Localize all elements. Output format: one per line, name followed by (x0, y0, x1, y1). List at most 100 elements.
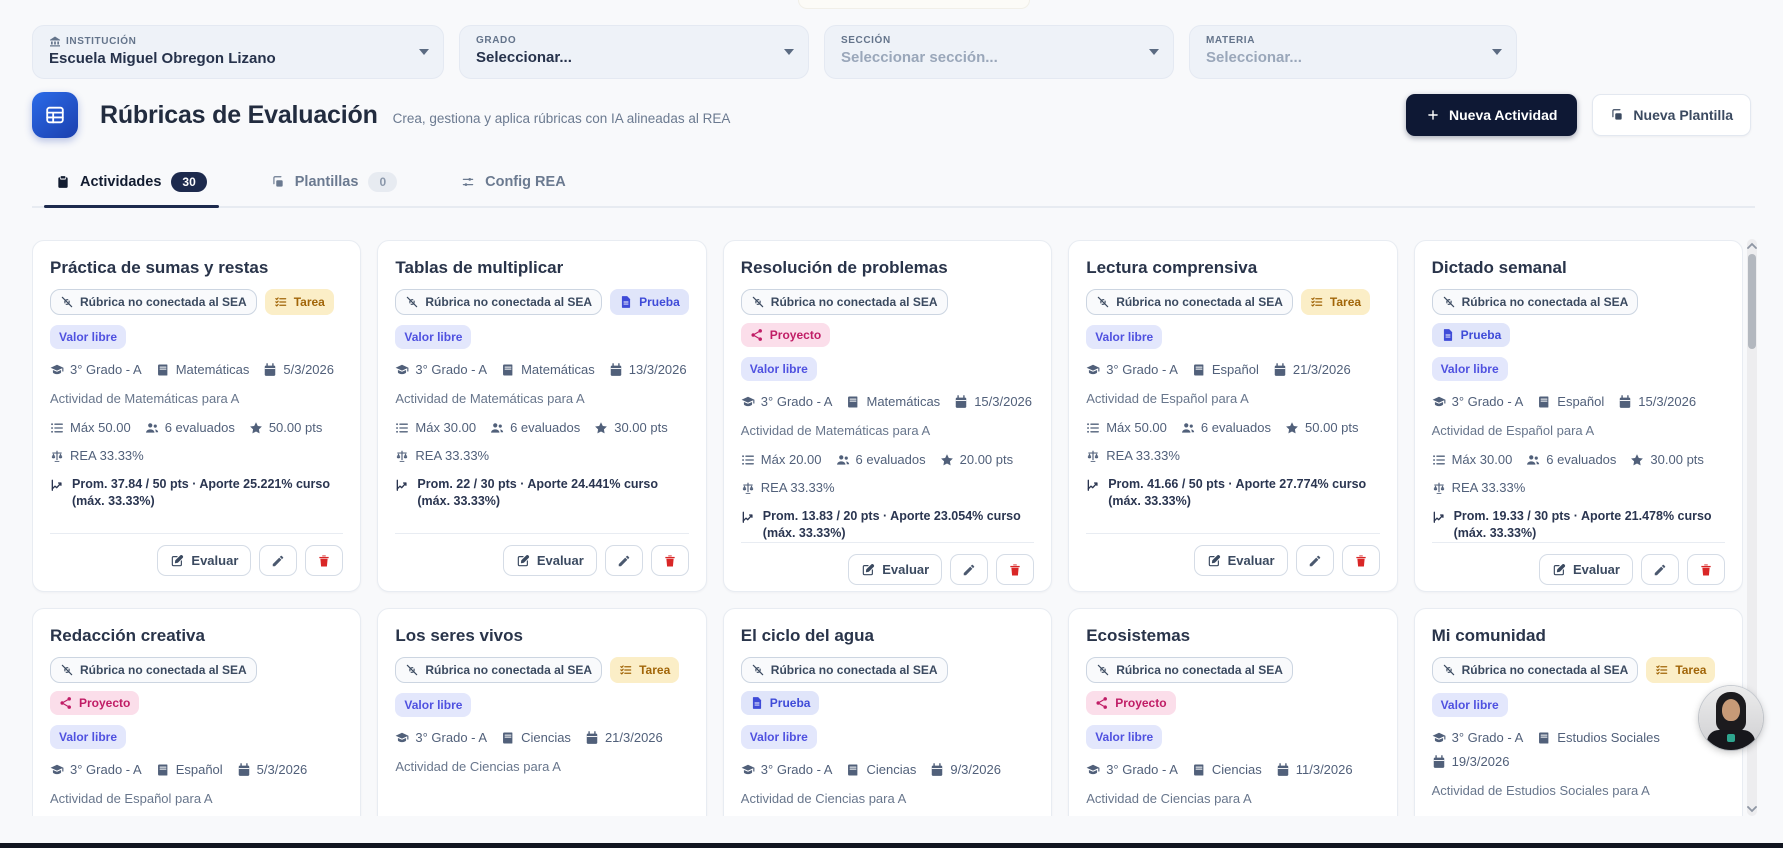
book-icon (157, 363, 168, 376)
list-check-icon (1311, 297, 1323, 307)
delete-button[interactable] (650, 545, 689, 576)
filter-label: SECCIÓN (841, 35, 891, 46)
date-meta: 15/3/2026 (1618, 394, 1696, 409)
subject-select[interactable]: MATERIA Seleccionar... (1189, 25, 1517, 79)
trash-icon (1355, 554, 1366, 567)
delete-button[interactable] (996, 554, 1035, 585)
date-meta: 19/3/2026 (1432, 754, 1509, 769)
link-slash-icon (61, 296, 73, 308)
institution-select[interactable]: INSTITUCIÓN Escuela Miguel Obregon Lizan… (32, 25, 444, 79)
grade-meta: 3° Grado - A (50, 362, 142, 377)
activity-card: Dictado semanal Rúbrica no conectada al … (1413, 240, 1743, 592)
pen-square-icon (517, 554, 529, 566)
scale-icon (1087, 450, 1099, 462)
book-icon (1539, 395, 1549, 408)
activity-title: Resolución de problemas (740, 258, 948, 277)
list-check-icon (1656, 665, 1668, 675)
grade-meta: 3° Grado - A (50, 762, 142, 777)
activity-type-badge: Tarea (264, 289, 334, 315)
delete-button[interactable] (1341, 545, 1380, 576)
chart-line-icon (742, 511, 753, 523)
graduation-cap-icon (1432, 396, 1446, 406)
scroll-up-icon[interactable] (1747, 242, 1757, 250)
pen-square-icon (1553, 563, 1566, 575)
calendar-icon (610, 362, 622, 376)
vertical-scrollbar[interactable] (1747, 239, 1757, 816)
filter-value: Seleccionar... (476, 49, 572, 66)
settings-sliders-icon (462, 178, 474, 186)
page-header: Rúbricas de Evaluación Crea, gestiona y … (32, 92, 1751, 138)
section-select[interactable]: SECCIÓN Seleccionar sección... (824, 25, 1174, 79)
book-icon (1193, 363, 1204, 376)
tab-actividades[interactable]: Actividades 30 (44, 172, 219, 208)
activity-card: Los seres vivos Rúbrica no conectada al … (377, 608, 707, 816)
card-actions: Evaluar (1086, 533, 1380, 576)
activity-title: Práctica de sumas y restas (50, 258, 269, 277)
chart-line-icon (1087, 479, 1098, 491)
edit-button[interactable] (604, 545, 643, 576)
file-icon (622, 296, 631, 308)
subject-meta: Matemáticas (501, 362, 595, 377)
sea-status-badge: Rúbrica no conectada al SEA (1086, 657, 1293, 683)
sea-status-badge: Rúbrica no conectada al SEA (50, 289, 257, 315)
activity-card: Ecosistemas Rúbrica no conectada al SEA … (1068, 608, 1398, 816)
new-activity-button[interactable]: Nueva Actividad (1406, 94, 1578, 136)
card-meta-row: 3° Grado - A Estudios Sociales 19/3/2026 (1432, 730, 1725, 769)
new-template-button[interactable]: Nueva Plantilla (1592, 94, 1751, 136)
calendar-icon (955, 394, 967, 408)
graduation-cap-icon (1432, 732, 1446, 742)
delete-button[interactable] (305, 545, 344, 576)
grade-meta: 3° Grado - A (741, 394, 832, 409)
list-icon (51, 422, 63, 433)
grade-meta: 3° Grado - A (1086, 762, 1178, 777)
grade-select[interactable]: GRADO Seleccionar... (459, 25, 809, 79)
graduation-cap-icon (395, 364, 409, 374)
tab-config-rea[interactable]: Config REA (459, 172, 568, 206)
card-summary: Prom. 19.33 / 30 pts · Aporte 21.478% cu… (1432, 508, 1725, 542)
delete-button[interactable] (1686, 554, 1725, 585)
filter-label: INSTITUCIÓN (66, 35, 137, 47)
star-icon (1286, 421, 1298, 433)
edit-button[interactable] (1295, 545, 1334, 576)
edit-button[interactable] (950, 554, 989, 585)
tab-plantillas[interactable]: Plantillas 0 (269, 172, 399, 206)
sea-status-badge: Rúbrica no conectada al SEA (740, 657, 948, 683)
evaluate-button[interactable]: Evaluar (848, 554, 943, 585)
activity-description: Actividad de Español para A (50, 791, 213, 806)
rubric-app-icon (32, 92, 78, 138)
evaluate-button[interactable]: Evaluar (1193, 545, 1288, 576)
book-icon (1193, 763, 1204, 776)
pen-square-icon (1208, 554, 1220, 566)
subject-meta: Español (1537, 394, 1604, 409)
sea-status-badge: Rúbrica no conectada al SEA (395, 289, 603, 315)
share-nodes-icon (1096, 697, 1108, 709)
graduation-cap-icon (50, 364, 64, 374)
sea-status-badge: Rúbrica no conectada al SEA (1431, 289, 1639, 315)
activity-type-badge: Tarea (1300, 289, 1371, 315)
link-slash-icon (1443, 296, 1454, 308)
evaluate-button[interactable]: Evaluar (157, 545, 252, 576)
activity-card: Resolución de problemas Rúbrica no conec… (722, 240, 1053, 592)
card-actions: Evaluar (50, 533, 344, 576)
user-avatar[interactable] (1699, 686, 1763, 750)
grade-meta: 3° Grado - A (395, 362, 487, 377)
evaluate-button[interactable]: Evaluar (502, 545, 597, 576)
card-meta-row: 3° Grado - A Ciencias 21/3/2026 (395, 730, 688, 745)
list-check-icon (620, 665, 632, 675)
graduation-cap-icon (1086, 364, 1100, 374)
scroll-down-icon[interactable] (1747, 805, 1757, 813)
value-mode-badge: Valor libre (1086, 325, 1163, 349)
users-icon (836, 454, 849, 465)
evaluate-button[interactable]: Evaluar (1539, 554, 1633, 585)
activity-type-badge: Proyecto (1086, 691, 1176, 715)
activity-type-badge: Prueba (740, 691, 820, 715)
users-icon (491, 422, 504, 433)
building-icon (50, 36, 60, 47)
edit-button[interactable] (1640, 554, 1679, 585)
scrollbar-thumb[interactable] (1748, 254, 1756, 349)
edit-button[interactable] (259, 545, 298, 576)
trash-icon (1010, 563, 1020, 576)
badge-row: Rúbrica no conectada al SEA Tarea (50, 289, 343, 315)
subject-meta: Ciencias (846, 762, 916, 777)
date-meta: 9/3/2026 (930, 762, 1001, 777)
